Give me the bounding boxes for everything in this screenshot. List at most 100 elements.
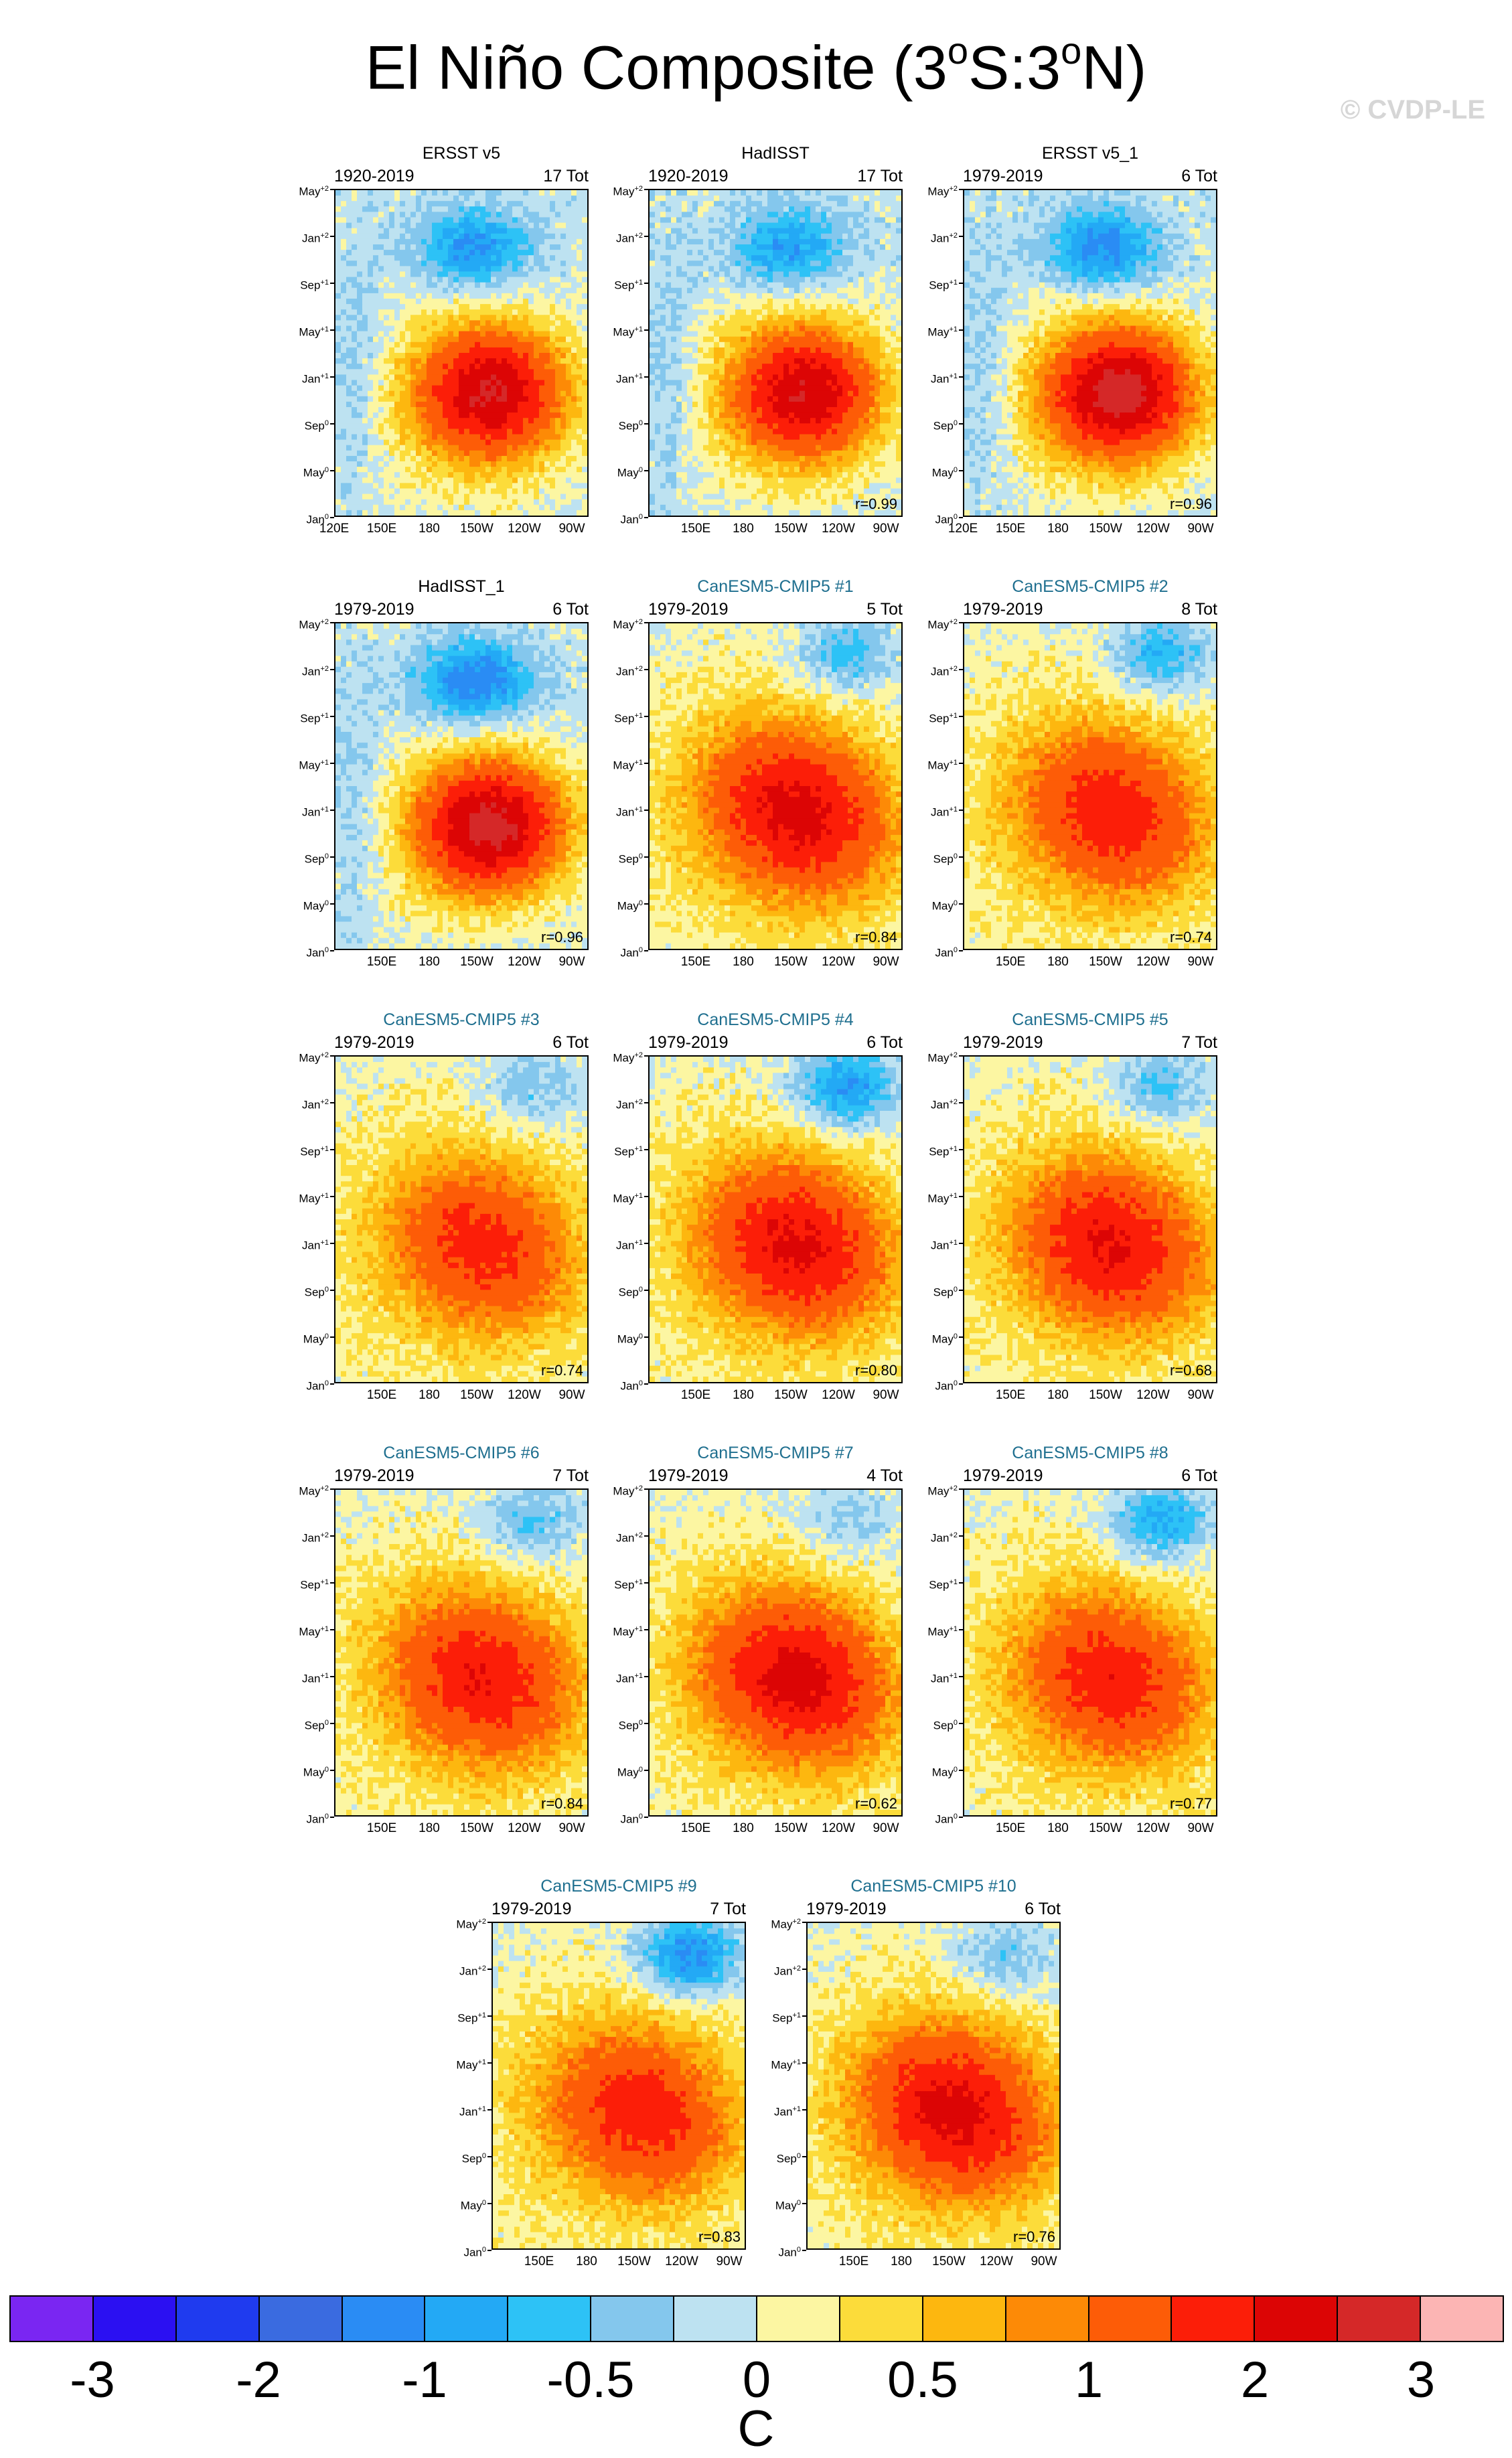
x-tick-label: 150W	[1082, 1389, 1129, 1402]
colorbar-swatch	[757, 2297, 840, 2341]
y-tick-month: May	[303, 1766, 325, 1779]
x-tick-label: 90W	[548, 522, 595, 536]
y-tick-month: May	[456, 2059, 477, 2072]
y-tick-month: Jan	[931, 1099, 949, 1111]
panel-years: 1979-2019	[963, 1032, 1043, 1053]
hovmoller-heatmap	[335, 1490, 587, 1815]
panel-plot-area: r=0.99	[648, 189, 903, 517]
y-tick-month: Jan	[931, 666, 949, 678]
x-tick-label: 120W	[658, 2255, 705, 2269]
y-tick-label: May+2	[275, 1049, 329, 1065]
x-tick-label: 150E	[987, 1822, 1034, 1835]
heatmap-cells	[650, 1057, 901, 1382]
y-tick-year-offset: +2	[320, 1531, 329, 1539]
y-tick-month: Sep	[305, 1719, 325, 1732]
y-tick-label: May+2	[275, 615, 329, 632]
y-tick-year-offset: 0	[325, 1286, 329, 1294]
y-tick-month: Jan	[302, 373, 320, 386]
y-tick-label: Jan0	[275, 943, 329, 960]
y-tick-label: Jan+1	[904, 1669, 958, 1686]
y-tick-year-offset: 0	[954, 899, 958, 907]
panel-title: CanESM5-CMIP5 #7	[648, 1443, 903, 1463]
y-tick-year-offset: 0	[325, 946, 329, 954]
y-tick-year-offset: +1	[320, 759, 329, 767]
x-tick-label: 150E	[516, 2255, 562, 2269]
x-tick-label: 180	[406, 955, 453, 969]
x-tick-label: 90W	[862, 522, 909, 536]
y-tick-month: Sep	[305, 420, 325, 433]
heatmap-cells	[650, 190, 901, 516]
x-tick-label: 150W	[1082, 522, 1129, 536]
y-tick-month: May	[299, 1052, 320, 1065]
y-tick-month: May	[617, 900, 639, 913]
y-tick-year-offset: +2	[320, 1484, 329, 1492]
y-tick-year-offset: +2	[634, 185, 643, 193]
pattern-correlation: r=0.96	[1170, 495, 1212, 513]
colorbar-tick-label: -1	[371, 2352, 478, 2409]
panel-plot-area	[334, 189, 589, 517]
y-tick-month: Jan	[306, 1813, 324, 1826]
y-tick-month: Sep	[305, 853, 325, 866]
y-tick-year-offset: +1	[634, 805, 643, 814]
y-tick-label: May0	[589, 1330, 643, 1347]
y-tick-month: Jan	[302, 1239, 320, 1252]
x-tick-label: 120W	[501, 955, 548, 969]
panel-plot-area: r=0.80	[648, 1055, 903, 1383]
y-tick-label: May+2	[275, 182, 329, 199]
y-tick-month: Jan	[774, 1965, 792, 1978]
colorbar-tick-label: -2	[205, 2352, 312, 2409]
y-tick-label: May+1	[275, 1622, 329, 1639]
panel-event-count: 6 Tot	[552, 599, 589, 619]
y-tick-month: May	[771, 2059, 792, 2072]
y-tick-label: Jan+2	[275, 662, 329, 679]
y-tick-month: Sep	[300, 712, 320, 725]
x-tick-label: 180	[720, 955, 767, 969]
y-tick-year-offset: +1	[949, 759, 958, 767]
y-tick-month: Sep	[300, 1146, 320, 1158]
y-tick-year-offset: +1	[949, 1672, 958, 1680]
y-tick-year-offset: +1	[634, 325, 643, 333]
y-tick-label: Jan+2	[589, 662, 643, 679]
y-tick-label: May+2	[904, 182, 958, 199]
y-tick-year-offset: 0	[954, 1332, 958, 1340]
pattern-correlation: r=0.96	[541, 929, 583, 946]
x-tick-label: 90W	[548, 1389, 595, 1402]
y-tick-month: Jan	[302, 1532, 320, 1545]
y-tick-month: Sep	[300, 1579, 320, 1592]
y-tick-label: Sep+1	[904, 276, 958, 293]
y-tick-label: Jan0	[589, 1810, 643, 1827]
y-tick-year-offset: +1	[949, 1239, 958, 1247]
x-tick-label: 120E	[311, 522, 358, 536]
y-tick-label: Sep0	[275, 850, 329, 866]
y-tick-label: May+1	[433, 2056, 486, 2072]
panel-years: 1979-2019	[334, 599, 414, 619]
y-tick-year-offset: +1	[949, 372, 958, 380]
y-tick-label: Jan+2	[904, 1095, 958, 1112]
y-tick-year-offset: +2	[477, 1965, 486, 1973]
y-tick-label: May0	[904, 1763, 958, 1780]
y-tick-year-offset: +1	[949, 712, 958, 720]
y-tick-month: Jan	[306, 1380, 324, 1393]
panel-plot-area: r=0.96	[963, 189, 1217, 517]
y-tick-year-offset: 0	[325, 419, 329, 427]
y-tick-month: May	[927, 619, 949, 631]
y-tick-label: Jan0	[747, 2243, 801, 2260]
y-tick-label: May+2	[904, 1049, 958, 1065]
y-tick-label: Jan+1	[747, 2102, 801, 2119]
y-tick-month: May	[927, 185, 949, 198]
y-tick-label: May0	[589, 463, 643, 480]
y-tick-month: May	[303, 467, 325, 479]
y-tick-label: Sep+1	[904, 709, 958, 726]
y-tick-year-offset: 0	[954, 852, 958, 860]
y-tick-month: Sep	[933, 853, 954, 866]
y-tick-year-offset: 0	[954, 1719, 958, 1727]
panel-event-count: 8 Tot	[1181, 599, 1217, 619]
x-tick-label: 120W	[1130, 955, 1177, 969]
panel-years: 1979-2019	[334, 1466, 414, 1486]
y-tick-month: Sep	[929, 712, 949, 725]
y-tick-month: Jan	[616, 373, 634, 386]
panel-years: 1979-2019	[963, 599, 1043, 619]
x-tick-label: 150E	[672, 955, 719, 969]
